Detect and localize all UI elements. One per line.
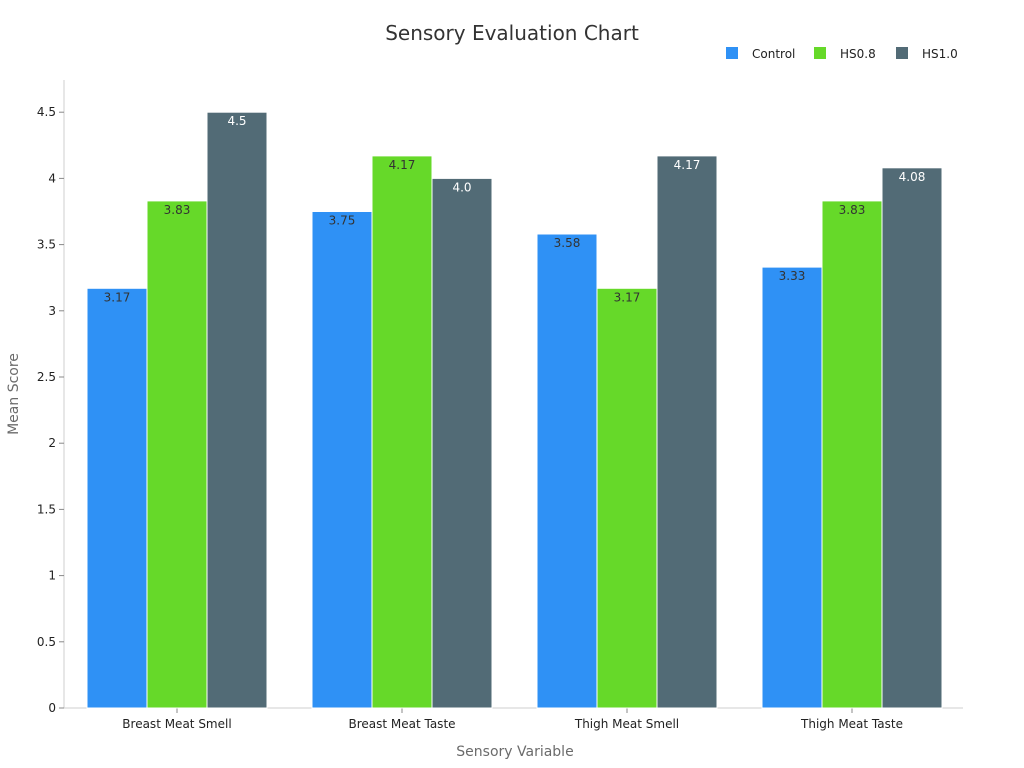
legend-label: Control (752, 47, 795, 61)
y-tick-label: 1 (48, 569, 56, 583)
y-tick-label: 3.5 (37, 238, 56, 252)
x-axis: Breast Meat Smell Breast Meat Taste Thigh … (64, 707, 963, 731)
bar (146, 200, 208, 709)
x-tick-label: Breast Meat Smell (122, 717, 231, 731)
y-tick-label: 4.5 (37, 105, 56, 119)
x-tick-label: Thigh Meat Smell (574, 717, 679, 731)
data-label: 3.17 (614, 290, 641, 304)
bar (431, 177, 493, 709)
data-label: 4.17 (389, 158, 416, 172)
bar (371, 155, 433, 709)
bar (206, 111, 268, 709)
bar (656, 155, 718, 709)
bar (311, 211, 373, 709)
data-label: 3.75 (329, 214, 356, 228)
data-label: 4.5 (227, 114, 246, 128)
chart-title: Sensory Evaluation Chart (385, 21, 639, 45)
legend-swatch (896, 47, 908, 59)
x-tick-label: Breast Meat Taste (348, 717, 455, 731)
bar (536, 233, 598, 709)
y-tick-label: 4 (48, 171, 56, 185)
data-label: 3.17 (104, 290, 131, 304)
bar (596, 287, 658, 709)
data-label: 3.83 (839, 203, 866, 217)
x-axis-label: Sensory Variable (456, 744, 573, 760)
data-label: 3.33 (779, 269, 806, 283)
y-axis: 0 0.5 1 1.5 2 2.5 3 3.5 4 4.5 (37, 80, 65, 715)
legend: Control HS0.8 HS1.0 (726, 47, 958, 61)
bar (881, 167, 943, 709)
legend-swatch (726, 47, 738, 59)
bar (86, 287, 148, 709)
legend-label: HS0.8 (840, 47, 876, 61)
data-label: 3.83 (164, 203, 191, 217)
bars: 3.17 3.75 3.58 3.33 3.83 4.17 3.17 3.83 4.5 4.0 4.… (86, 111, 943, 709)
bar (761, 266, 823, 709)
data-label: 4.17 (674, 158, 701, 172)
y-tick-label: 0 (48, 701, 56, 715)
x-tick-label: Thigh Meat Taste (800, 717, 903, 731)
legend-swatch (814, 47, 826, 59)
y-tick-label: 2 (48, 436, 56, 450)
bar (821, 200, 883, 709)
legend-label: HS1.0 (922, 47, 958, 61)
y-axis-label: Mean Score (6, 353, 22, 435)
data-label: 3.58 (554, 236, 581, 250)
y-tick-label: 2.5 (37, 370, 56, 384)
y-tick-label: 3 (48, 304, 56, 318)
y-tick-label: 1.5 (37, 502, 56, 516)
data-label: 4.08 (899, 170, 926, 184)
data-label: 4.0 (452, 180, 471, 194)
y-tick-label: 0.5 (37, 635, 56, 649)
